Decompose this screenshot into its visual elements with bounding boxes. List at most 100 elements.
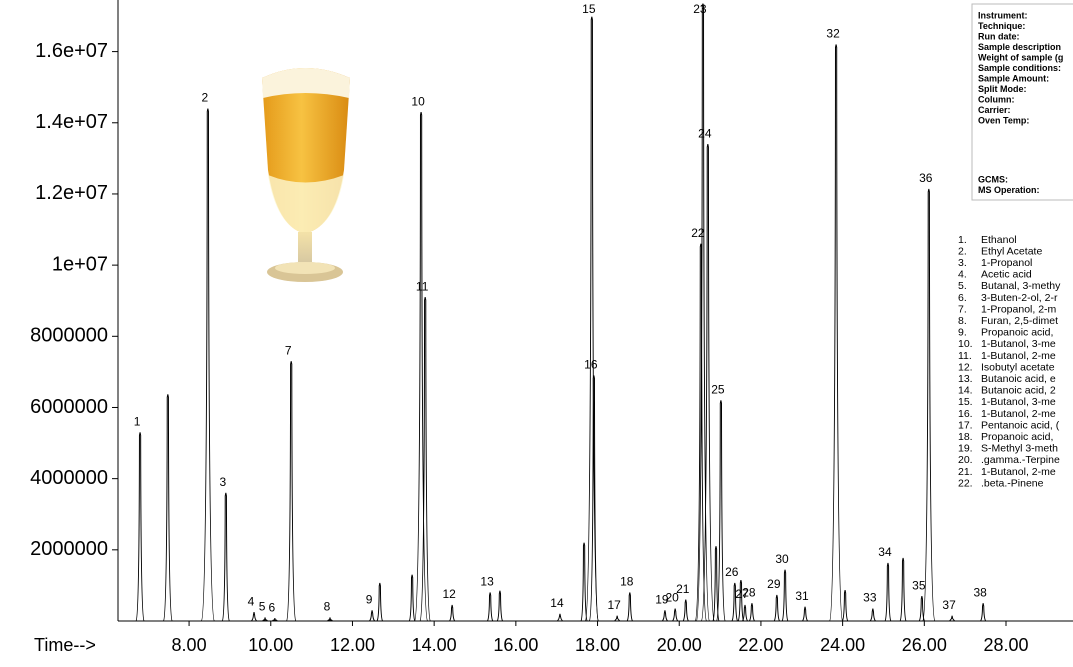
x-tick-label: 10.00 — [248, 635, 293, 655]
info-field: Sample Amount: — [978, 73, 1049, 83]
peak-label: 22 — [691, 226, 705, 240]
legend-name: 1-Propanol — [981, 257, 1032, 269]
peak — [377, 583, 383, 621]
peak-label: 12 — [442, 587, 456, 601]
peak — [782, 570, 788, 621]
legend-name: 3-Buten-2-ol, 2-r — [981, 292, 1058, 304]
peak-label: 23 — [693, 2, 707, 16]
peak — [369, 610, 374, 621]
peak — [749, 603, 754, 621]
legend-number: 12. — [958, 361, 973, 373]
peak — [201, 109, 214, 621]
legend-number: 11. — [958, 350, 972, 362]
peak-label: 30 — [775, 552, 789, 566]
info-field: Weight of sample (g — [978, 52, 1063, 62]
peak — [673, 609, 678, 621]
y-tick-label: 8000000 — [30, 325, 108, 347]
legend-number: 4. — [958, 269, 967, 281]
legend-name: Furan, 2,5-dimet — [981, 315, 1058, 327]
peak — [980, 603, 985, 621]
legend-number: 13. — [958, 373, 973, 385]
y-tick-label: 1.2e+07 — [35, 182, 108, 204]
legend-name: 1-Propanol, 2-m — [981, 303, 1057, 315]
peak-label: 14 — [550, 596, 564, 610]
peak — [557, 614, 562, 621]
peak-label: 21 — [676, 582, 690, 596]
peak-label: 24 — [698, 126, 712, 140]
peak — [420, 297, 430, 621]
x-axis-label: Time--> — [34, 635, 96, 655]
peak — [900, 558, 906, 621]
peak — [742, 605, 747, 621]
peak-label: 38 — [973, 585, 987, 599]
peak — [136, 432, 144, 621]
info-field: Split Mode: — [978, 84, 1027, 94]
y-tick-label: 6000000 — [30, 396, 108, 418]
legend-number: 2. — [958, 245, 967, 257]
chart: 2000000 4000000 6000000 8000000 1e+07 1.2e+07… — [0, 0, 1073, 667]
peak-label: 7 — [285, 343, 292, 357]
info-field: Column: — [978, 94, 1015, 104]
peak-label: 37 — [942, 598, 956, 612]
peak — [327, 617, 332, 621]
peak-label: 34 — [878, 545, 892, 559]
legend-name: Acetic acid — [981, 269, 1032, 281]
legend-name: Butanal, 3-methy — [981, 280, 1061, 292]
legend-name: Butanoic acid, 2 — [981, 385, 1056, 397]
peak-label: 29 — [767, 577, 781, 591]
x-tick-label: 18.00 — [575, 635, 620, 655]
y-tick-label: 2000000 — [30, 538, 108, 560]
peak — [830, 44, 843, 621]
peak-label: 35 — [912, 578, 926, 592]
info-field: Run date: — [978, 31, 1020, 41]
peak-label: 25 — [711, 383, 725, 397]
legend-number: 5. — [958, 280, 967, 292]
y-tick-label: 4000000 — [30, 467, 108, 489]
peak — [615, 616, 620, 621]
peak — [581, 543, 587, 621]
legend-name: 1-Butanol, 3-me — [981, 338, 1056, 350]
legend-name: Ethanol — [981, 234, 1017, 246]
y-tick-label: 1.6e+07 — [35, 40, 108, 62]
x-tick-label: 28.00 — [983, 635, 1028, 655]
x-tick-label: 22.00 — [738, 635, 783, 655]
peak-label: 18 — [620, 575, 634, 589]
legend-number: 3. — [958, 257, 967, 269]
peak-label: 11 — [416, 279, 429, 293]
y-tick-label: 1.4e+07 — [35, 111, 108, 133]
legend-number: 6. — [958, 292, 967, 304]
peak-label: 1 — [134, 415, 141, 429]
x-tick-label: 20.00 — [657, 635, 702, 655]
peak-label: 10 — [411, 94, 425, 108]
legend-number: 22. — [958, 477, 973, 489]
peak-label: 5 — [259, 600, 266, 614]
peak — [287, 361, 296, 621]
legend-number: 15. — [958, 396, 973, 408]
peak — [774, 595, 779, 621]
legend-number: 21. — [958, 466, 973, 478]
peak — [497, 591, 503, 621]
legend-name: 1-Butanol, 2-me — [981, 408, 1056, 420]
info-field: Instrument: — [978, 10, 1028, 20]
x-tick-label: 26.00 — [902, 635, 947, 655]
peak-label: 9 — [366, 592, 373, 606]
peak-label: 3 — [219, 475, 226, 489]
peak — [263, 617, 268, 621]
peak — [662, 610, 667, 621]
legend-name: 1-Butanol, 3-me — [981, 396, 1056, 408]
peak — [885, 563, 891, 621]
y-tick-label: 1e+07 — [52, 253, 108, 275]
peak — [717, 400, 726, 621]
peak — [409, 575, 415, 621]
peak — [449, 605, 454, 621]
info-field: Technique: — [978, 21, 1025, 31]
beer-glass-image — [262, 68, 350, 282]
legend-name: Ethyl Acetate — [981, 245, 1042, 257]
legend-name: .beta.-Pinene — [981, 477, 1044, 489]
legend-name: 1-Butanol, 2-me — [981, 350, 1056, 362]
legend-number: 17. — [958, 419, 973, 431]
peak — [950, 616, 955, 621]
peak — [222, 493, 229, 621]
legend-number: 7. — [958, 303, 967, 315]
peak — [585, 17, 598, 621]
